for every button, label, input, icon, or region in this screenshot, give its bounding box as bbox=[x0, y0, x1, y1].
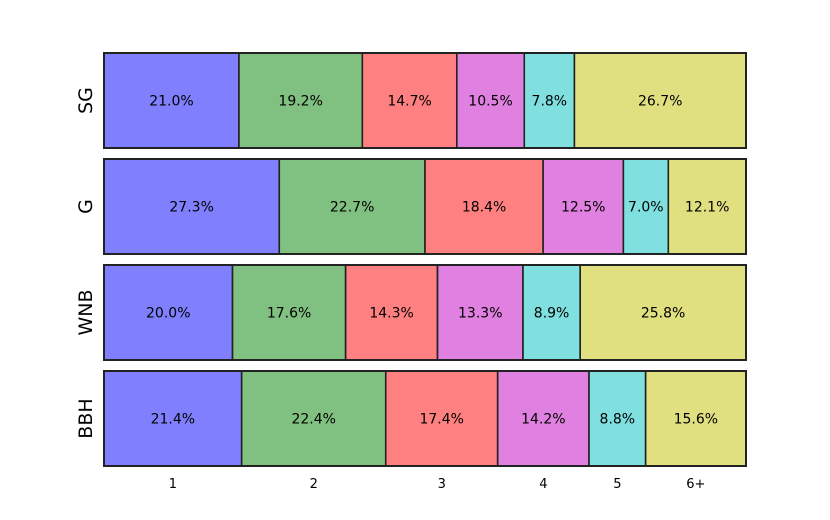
bar-segment bbox=[644, 370, 747, 467]
data-label: 20.0% bbox=[146, 306, 190, 322]
row-label: SG bbox=[75, 87, 97, 114]
data-label: 8.8% bbox=[600, 412, 636, 428]
data-label: 17.6% bbox=[267, 306, 311, 322]
data-label: 26.7% bbox=[638, 94, 682, 110]
bar-segment bbox=[344, 264, 439, 361]
bar-segment bbox=[103, 370, 243, 467]
data-label: 21.0% bbox=[149, 94, 193, 110]
bar-segment bbox=[579, 264, 747, 361]
data-label: 10.5% bbox=[468, 94, 512, 110]
data-label: 22.7% bbox=[330, 200, 374, 216]
x-tick-label: 5 bbox=[613, 477, 621, 492]
row-bbh: 21.4% 22.4% 17.4% 14.2% 8.8% 15.6% BBH bbox=[75, 370, 747, 467]
data-label: 8.9% bbox=[534, 306, 570, 322]
bar-segment bbox=[278, 158, 426, 255]
data-label: 12.5% bbox=[561, 200, 605, 216]
x-tick-label: 6+ bbox=[686, 477, 705, 492]
rows-layer: 21.0% 19.2% 14.7% 10.5% 7.8% 26.7% SG 27.3% 22.7… bbox=[75, 52, 747, 467]
x-tick-label: 3 bbox=[438, 477, 446, 492]
bar-segment bbox=[622, 158, 670, 255]
row-frame bbox=[103, 52, 747, 149]
x-tick-label: 4 bbox=[539, 477, 547, 492]
row-frame bbox=[103, 370, 747, 467]
row-wnb: 20.0% 17.6% 14.3% 13.3% 8.9% 25.8% WNB bbox=[75, 264, 747, 361]
data-label: 19.2% bbox=[278, 94, 322, 110]
data-label: 14.2% bbox=[521, 412, 565, 428]
row-label: BBH bbox=[75, 398, 97, 438]
data-label: 17.4% bbox=[419, 412, 463, 428]
data-label: 15.6% bbox=[674, 412, 718, 428]
bar-segment bbox=[240, 370, 387, 467]
data-label: 12.1% bbox=[685, 200, 729, 216]
row-label: WNB bbox=[75, 289, 97, 335]
bar-segment bbox=[103, 52, 240, 149]
row-sg: 21.0% 19.2% 14.7% 10.5% 7.8% 26.7% SG bbox=[75, 52, 747, 149]
bar-segment bbox=[231, 264, 347, 361]
row-frame bbox=[103, 264, 747, 361]
x-tick-labels: 1 2 3 4 5 6+ bbox=[169, 477, 706, 492]
data-label: 18.4% bbox=[462, 200, 506, 216]
x-tick-label: 2 bbox=[310, 477, 318, 492]
data-label: 25.8% bbox=[641, 306, 685, 322]
data-label: 7.0% bbox=[628, 200, 664, 216]
x-tick-label: 1 bbox=[169, 477, 177, 492]
bar-segment bbox=[522, 264, 581, 361]
bar-segment bbox=[103, 264, 234, 361]
bar-segment bbox=[436, 264, 524, 361]
data-label: 27.3% bbox=[169, 200, 213, 216]
data-label: 7.8% bbox=[532, 94, 568, 110]
data-label: 22.4% bbox=[291, 412, 335, 428]
bar-segment bbox=[424, 158, 544, 255]
row-frame bbox=[103, 158, 747, 255]
data-label: 14.3% bbox=[369, 306, 413, 322]
bar-segment bbox=[573, 52, 747, 149]
bar-segment bbox=[496, 370, 590, 467]
row-g: 27.3% 22.7% 18.4% 12.5% 7.0% 12.1% G bbox=[75, 158, 747, 255]
data-label: 14.7% bbox=[387, 94, 431, 110]
bar-segment bbox=[238, 52, 364, 149]
data-label: 13.3% bbox=[458, 306, 502, 322]
data-label: 21.4% bbox=[151, 412, 195, 428]
row-label: G bbox=[75, 199, 97, 214]
bar-segment bbox=[667, 158, 747, 255]
